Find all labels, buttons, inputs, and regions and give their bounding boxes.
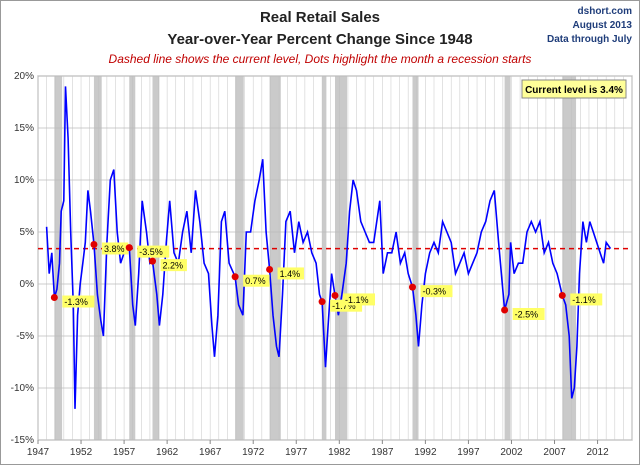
y-tick-label: 5% [20, 227, 35, 238]
current-box [521, 79, 627, 99]
dot-label: -1.1% [345, 295, 369, 305]
current-label: Current level is 3.4% [525, 85, 623, 96]
recession-band [235, 76, 244, 440]
x-tick-label: 1982 [328, 447, 351, 458]
dot-label-box [277, 267, 304, 280]
recession-band [335, 76, 348, 440]
x-tick-label: 1962 [156, 447, 179, 458]
dot-label-box [570, 293, 603, 306]
dot-label-box [62, 295, 95, 308]
dot-label: -0.3% [422, 287, 446, 297]
y-tick-label: 15% [14, 123, 34, 134]
recession-dot [125, 244, 133, 252]
x-tick-label: 1997 [457, 447, 480, 458]
dot-label: 0.7% [245, 276, 266, 286]
recession-band [129, 76, 136, 440]
dot-label-box [137, 245, 170, 258]
dot-label-box [512, 308, 545, 320]
chart-note: Dashed line shows the current level, Dot… [109, 52, 532, 66]
dot-label: 1.4% [280, 269, 301, 279]
recession-band [54, 76, 63, 440]
recession-dot [558, 291, 566, 299]
source: Data through July [547, 34, 632, 45]
x-tick-label: 1992 [414, 447, 437, 458]
chart-subtitle: Year-over-Year Percent Change Since 1948 [167, 31, 472, 48]
dot-label: -2.5% [515, 310, 539, 320]
x-tick-label: 2007 [543, 447, 566, 458]
dot-label: -1.7% [332, 301, 356, 311]
recession-dot [501, 306, 509, 314]
recession-band [412, 76, 419, 440]
recession-dot [148, 257, 156, 265]
x-tick-label: 1987 [371, 447, 394, 458]
recession-band [562, 76, 577, 440]
dot-label-box [101, 242, 129, 255]
dot-label-box [343, 293, 375, 306]
dot-label-box [160, 259, 187, 272]
x-tick-label: 1947 [27, 447, 50, 458]
x-tick-label: 1972 [242, 447, 265, 458]
dot-label: 3.8% [104, 244, 125, 254]
recession-band [152, 76, 160, 440]
y-tick-label: 0% [20, 279, 35, 290]
recession-band [322, 76, 327, 440]
y-tick-label: 20% [14, 71, 34, 82]
recession-dot [50, 294, 58, 302]
recession-band [504, 76, 511, 440]
x-tick-label: 1952 [70, 447, 93, 458]
x-tick-label: 1957 [113, 447, 136, 458]
source: August 2013 [573, 20, 633, 31]
dot-label: 2.2% [162, 261, 183, 271]
x-tick-label: 2002 [500, 447, 523, 458]
recession-dot [90, 240, 98, 248]
series-line [45, 86, 612, 409]
recession-dot [331, 291, 339, 299]
y-tick-label: -15% [11, 435, 34, 446]
recession-dot [408, 283, 416, 291]
dot-label: -1.3% [64, 297, 88, 307]
source: dshort.com [578, 6, 633, 17]
dot-label: -1.1% [572, 295, 596, 305]
y-tick-label: 10% [14, 175, 34, 186]
dot-label: -3.5% [139, 247, 163, 257]
recession-band [269, 76, 281, 440]
dot-label-box [243, 274, 270, 287]
x-tick-label: 1977 [285, 447, 308, 458]
y-tick-label: -10% [11, 383, 34, 394]
x-tick-label: 2012 [586, 447, 609, 458]
y-tick-label: -5% [16, 331, 34, 342]
recession-band [93, 76, 102, 440]
recession-dot [318, 298, 326, 306]
recession-dot [231, 273, 239, 281]
x-tick-label: 1967 [199, 447, 222, 458]
dot-label-box [420, 285, 453, 298]
chart-title: Real Retail Sales [260, 9, 380, 26]
recession-dot [266, 265, 274, 273]
